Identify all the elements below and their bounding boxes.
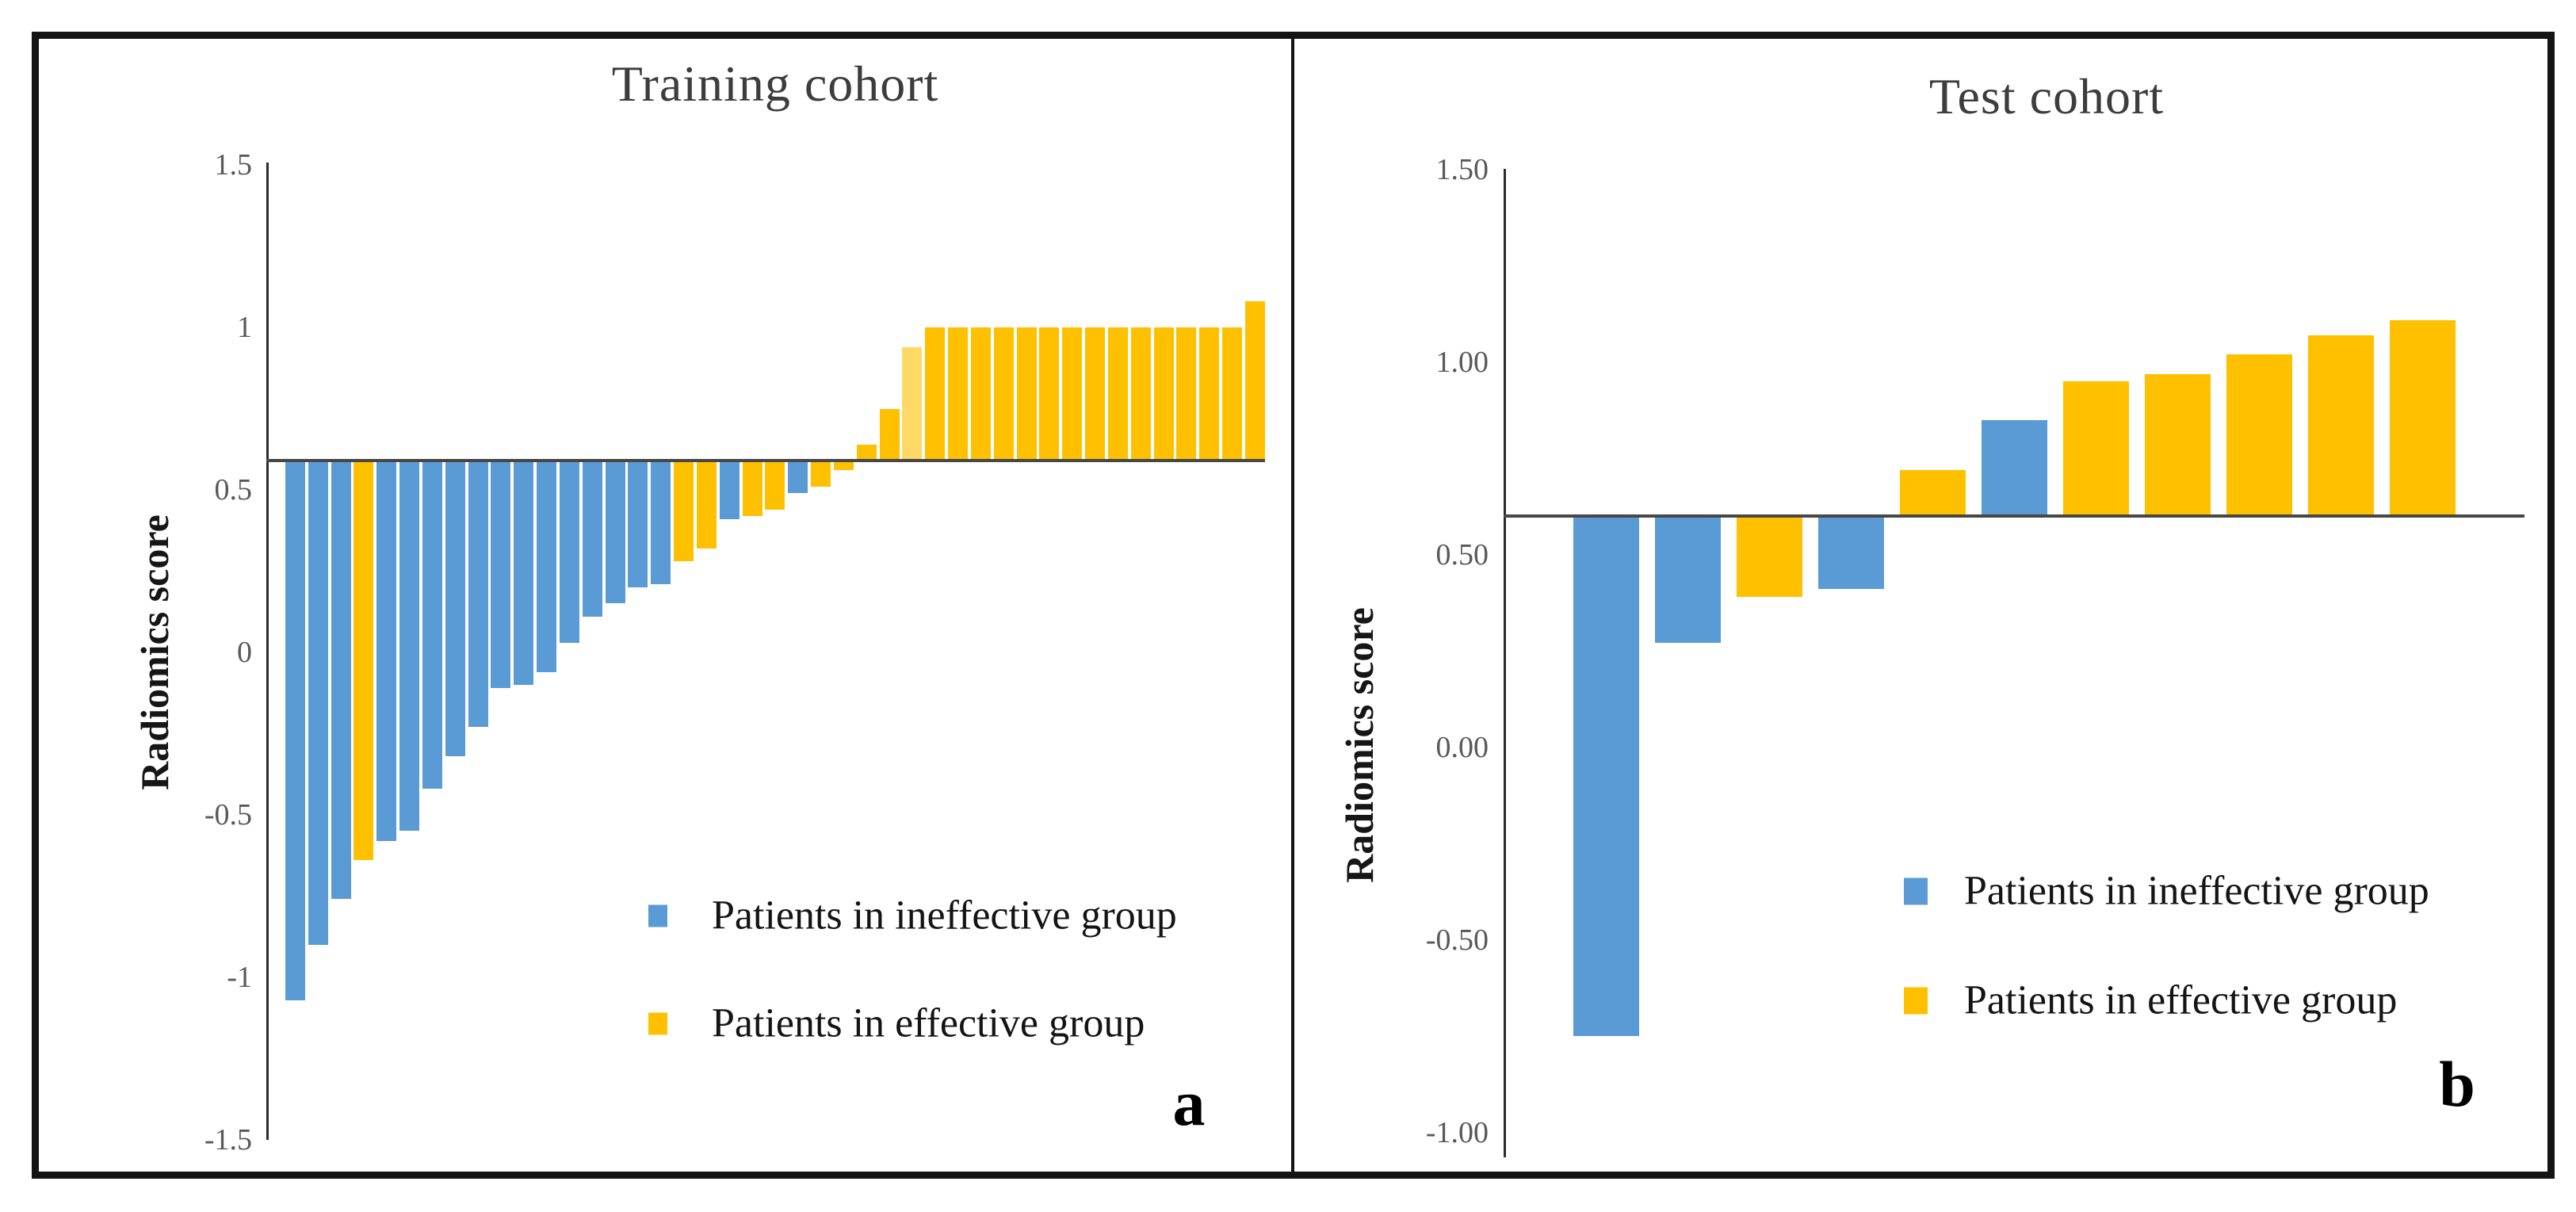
baseline-line — [1504, 514, 2524, 518]
bar — [1085, 327, 1105, 461]
legend-swatch-effective-icon — [648, 1012, 667, 1034]
bar — [765, 461, 785, 510]
bar — [1062, 327, 1082, 461]
bar — [583, 461, 602, 617]
bar — [560, 461, 579, 643]
bar — [331, 461, 351, 899]
panel-letter-a: a — [1172, 1067, 1206, 1139]
bar — [422, 461, 442, 789]
legend-swatch-effective-icon — [1904, 987, 1928, 1014]
bar — [1176, 327, 1196, 461]
bar — [902, 347, 922, 461]
bar — [491, 461, 510, 688]
bar — [788, 461, 808, 493]
y-tick-label: -0.5 — [204, 798, 252, 832]
y-tick-label: -1.5 — [204, 1123, 252, 1157]
panel-divider — [1291, 39, 1294, 1173]
bar — [1655, 516, 1721, 643]
bar — [354, 461, 373, 860]
bar — [606, 461, 625, 603]
bar — [285, 461, 305, 1000]
panel-letter-b: b — [2439, 1048, 2475, 1120]
legend-label-effective: Patients in effective group — [1964, 977, 2398, 1023]
baseline-line — [266, 459, 1265, 462]
y-tick-label: 1 — [237, 311, 252, 344]
y-tick-label: 1.00 — [1435, 346, 1489, 379]
bar — [743, 461, 762, 516]
bar — [651, 461, 671, 584]
bar — [1017, 327, 1037, 461]
y-tick-label: 0.50 — [1435, 538, 1489, 572]
legend-label-ineffective: Patients in ineffective group — [1964, 868, 2429, 914]
bar — [308, 461, 328, 945]
chart-title-training: Training cohort — [611, 55, 939, 112]
legend-item-effective: Patients in effective group — [648, 1000, 1145, 1047]
y-tick-label: 0 — [237, 636, 252, 669]
y-axis — [266, 162, 269, 1140]
bar — [2308, 335, 2374, 516]
legend-swatch-ineffective-icon — [648, 904, 667, 927]
bar — [971, 327, 991, 461]
bar — [925, 327, 945, 461]
bar — [1154, 327, 1174, 461]
y-tick-label: -1 — [227, 961, 252, 994]
bar — [514, 461, 533, 685]
bar — [2063, 381, 2129, 516]
bar — [811, 461, 831, 487]
bar — [1108, 327, 1128, 461]
legend-swatch-ineffective-icon — [1904, 877, 1928, 904]
y-axis — [1504, 169, 1506, 1157]
bar — [834, 461, 854, 470]
bar — [948, 327, 968, 461]
bar — [1818, 516, 1884, 589]
bar — [628, 461, 648, 587]
legend-item-ineffective: Patients in ineffective group — [1904, 868, 2429, 915]
figure-border — [32, 32, 2555, 1179]
bar — [1245, 301, 1265, 461]
bar — [674, 461, 694, 561]
bar — [2145, 374, 2211, 517]
bar — [1039, 327, 1059, 461]
bar — [880, 409, 900, 461]
legend-item-effective: Patients in effective group — [1904, 977, 2397, 1024]
bar — [399, 461, 419, 831]
legend-label-effective: Patients in effective group — [712, 1000, 1145, 1046]
legend-item-ineffective: Patients in ineffective group — [648, 893, 1177, 939]
y-tick-label: 1.5 — [214, 148, 253, 182]
bar — [1573, 516, 1639, 1036]
bar — [376, 461, 396, 841]
bar — [1982, 420, 2047, 517]
bar — [1737, 516, 1802, 597]
bar — [697, 461, 717, 549]
bar — [1900, 470, 1966, 516]
y-tick-label: 0.00 — [1435, 731, 1489, 764]
chart-title-test: Test cohort — [1928, 68, 2165, 124]
y-tick-label: -1.00 — [1425, 1116, 1489, 1149]
bar — [1199, 327, 1219, 461]
legend-label-ineffective: Patients in ineffective group — [712, 893, 1177, 939]
bar — [857, 445, 877, 461]
y-tick-label: -0.50 — [1425, 923, 1489, 957]
bar — [537, 461, 556, 672]
bar — [445, 461, 465, 756]
bar — [2226, 354, 2292, 516]
y-tick-label: 0.5 — [214, 473, 253, 507]
y-tick-label: 1.50 — [1435, 153, 1489, 186]
bar — [1131, 327, 1151, 461]
bar — [1222, 327, 1242, 461]
bar — [2390, 320, 2456, 517]
bar — [994, 327, 1014, 461]
bar — [468, 461, 488, 727]
bar — [720, 461, 740, 519]
